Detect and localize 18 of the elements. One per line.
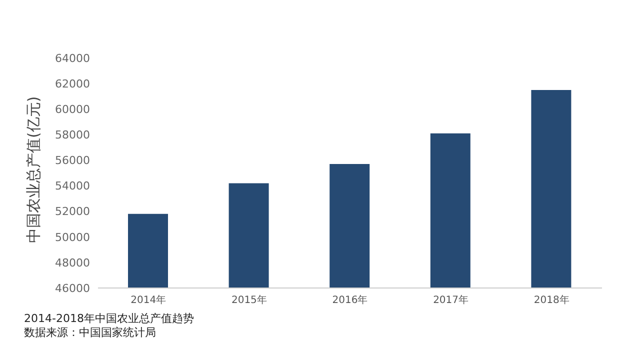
y-tick-label: 50000 (55, 230, 90, 244)
y-tick-label: 60000 (55, 103, 90, 116)
y-tick-label: 64000 (55, 52, 90, 65)
x-tick-label: 2015年 (231, 294, 267, 306)
y-tick-label: 54000 (55, 180, 90, 193)
y-tick-label: 48000 (55, 256, 90, 270)
y-tick-label: 62000 (55, 77, 90, 90)
source-note: 数据来源：中国国家统计局 (24, 326, 157, 340)
x-tick-label: 2017年 (433, 294, 469, 306)
y-tick-label: 46000 (55, 282, 90, 295)
y-tick-label: 58000 (55, 128, 90, 142)
y-axis-title: 中国农业总产值(亿元) (24, 96, 42, 243)
x-tick-label: 2018年 (534, 294, 570, 306)
x-tick-label: 2016年 (332, 294, 368, 306)
x-tick-label: 2014年 (130, 294, 166, 306)
y-tick-label: 52000 (55, 205, 90, 218)
y-tick-label: 56000 (55, 154, 90, 168)
text: 2014-2018年中国农业总产值趋势 (24, 312, 194, 326)
